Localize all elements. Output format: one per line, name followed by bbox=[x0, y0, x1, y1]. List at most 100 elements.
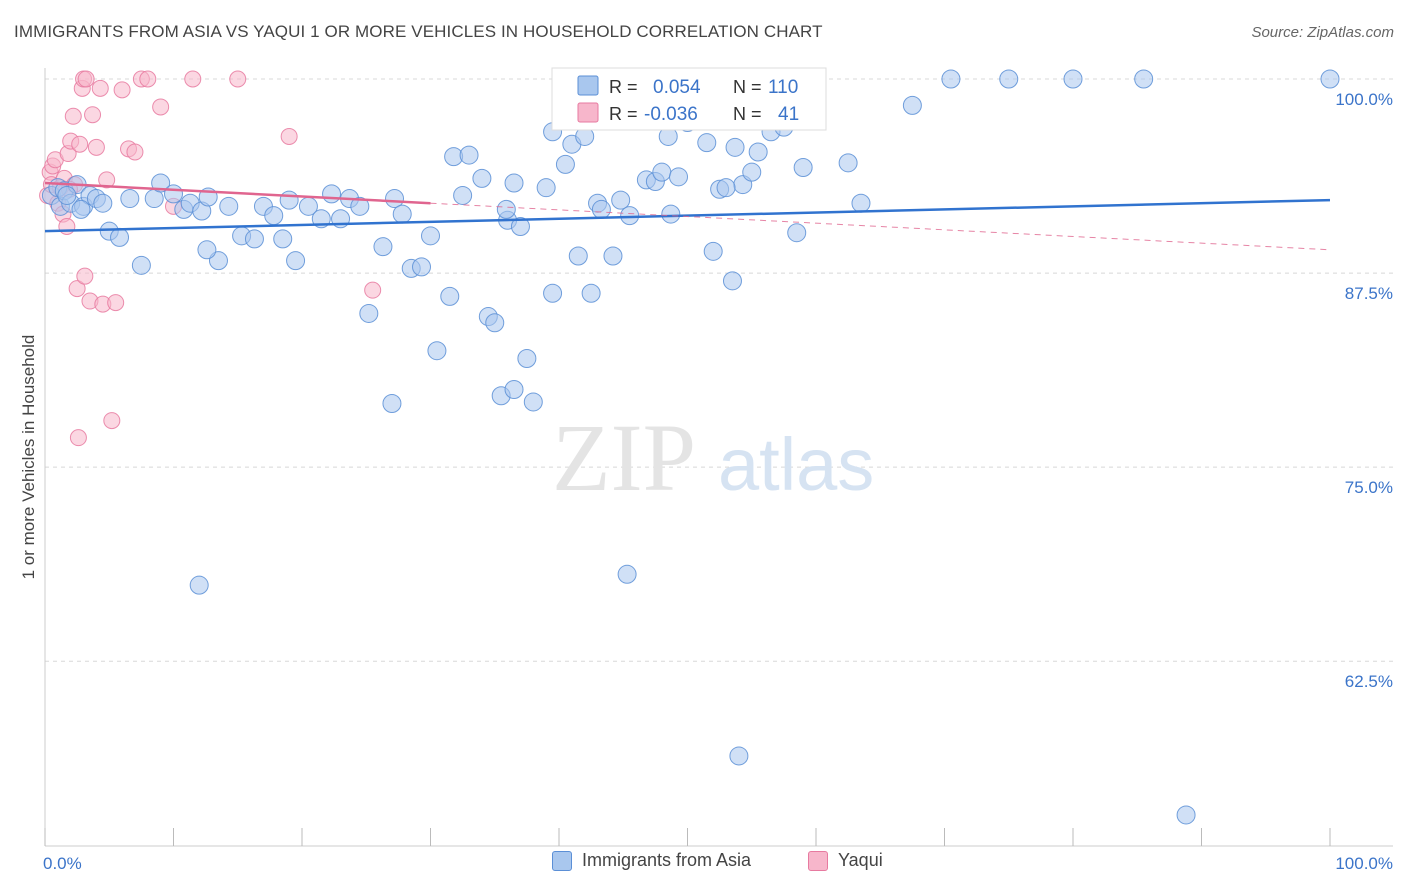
legend-n-value-pink: 41 bbox=[778, 104, 799, 125]
asia-point bbox=[322, 184, 342, 204]
asia-point bbox=[591, 199, 611, 219]
asia-point bbox=[793, 158, 813, 177]
asia-point bbox=[373, 237, 393, 257]
x-tick-label-max: 100.0% bbox=[1335, 854, 1393, 873]
yaqui-point bbox=[139, 70, 157, 88]
asia-point bbox=[412, 257, 432, 277]
axis-layer: 62.5% 75.0% 87.5% 100.0% 0.0% 100.0% bbox=[43, 68, 1393, 873]
yaqui-point bbox=[98, 171, 116, 189]
asia-point bbox=[581, 283, 601, 303]
yaqui-trend-extension bbox=[430, 202, 1331, 251]
asia-point bbox=[652, 162, 672, 182]
yaqui-point bbox=[91, 79, 109, 97]
bottom-legend-label-asia: Immigrants from Asia bbox=[582, 850, 752, 870]
asia-point bbox=[286, 251, 306, 271]
watermark-zip: ZIP bbox=[552, 404, 696, 511]
y-tick-label: 100.0% bbox=[1335, 90, 1393, 109]
asia-point bbox=[536, 178, 556, 198]
asia-point bbox=[421, 226, 440, 246]
asia-point bbox=[523, 392, 543, 412]
trend-layer bbox=[44, 181, 1331, 251]
yaqui-point bbox=[184, 70, 202, 88]
asia-point bbox=[617, 564, 637, 584]
asia-point bbox=[244, 229, 264, 249]
asia-point bbox=[1063, 69, 1083, 89]
asia-point bbox=[264, 206, 284, 226]
yaqui-point bbox=[126, 143, 144, 161]
asia-point bbox=[902, 95, 922, 115]
legend-box: R = 0.054 N = 110 R = -0.036 N = 41 bbox=[551, 67, 827, 131]
asia-point bbox=[661, 204, 681, 224]
yaqui-point bbox=[152, 98, 170, 116]
grid-layer bbox=[45, 78, 1393, 662]
asia-point bbox=[496, 199, 516, 219]
asia-point bbox=[787, 223, 807, 243]
bottom-legend-swatch-asia bbox=[552, 850, 572, 871]
asia-point bbox=[151, 173, 171, 193]
asia-point bbox=[459, 145, 479, 165]
asia-point bbox=[427, 341, 447, 361]
yaqui-point bbox=[107, 294, 125, 312]
legend-n-value-blue: 110 bbox=[768, 77, 798, 98]
bottom-legend-swatch-yaqui bbox=[808, 850, 828, 871]
asia-point bbox=[742, 162, 762, 182]
asia-point bbox=[485, 313, 505, 333]
asia-point bbox=[110, 227, 130, 247]
legend-r-value-pink: -0.036 bbox=[644, 104, 698, 125]
legend-n-label-pink: N = bbox=[733, 104, 762, 124]
legend-r-value-blue: 0.054 bbox=[653, 77, 701, 98]
asia-point bbox=[93, 193, 113, 213]
asia-point bbox=[385, 189, 405, 209]
y-tick-label: 87.5% bbox=[1345, 284, 1393, 303]
legend-swatch-pink bbox=[577, 102, 599, 123]
asia-point bbox=[851, 193, 871, 213]
bottom-legend-label-yaqui: Yaqui bbox=[838, 850, 883, 870]
asia-point bbox=[131, 255, 151, 275]
yaqui-point bbox=[364, 281, 382, 299]
legend-r-label-blue: R = bbox=[609, 77, 638, 97]
asia-point bbox=[1176, 805, 1196, 825]
y-axis-label: 1 or more Vehicles in Household bbox=[19, 335, 38, 580]
asia-point bbox=[941, 69, 961, 89]
asia-point bbox=[359, 303, 379, 323]
asia-point bbox=[725, 137, 745, 157]
bottom-legend: Immigrants from Asia Yaqui bbox=[0, 850, 1406, 880]
asia-point bbox=[722, 271, 742, 291]
asia-point bbox=[729, 746, 749, 766]
source-label: Source: ZipAtlas.com bbox=[1251, 24, 1394, 41]
yaqui-point bbox=[68, 280, 86, 298]
asia-point bbox=[453, 185, 473, 205]
asia-point bbox=[57, 185, 77, 205]
bottom-legend-item-yaqui: Yaqui bbox=[808, 850, 883, 871]
yaqui-point bbox=[113, 81, 131, 99]
asia-point bbox=[208, 251, 228, 271]
x-tick-label-min: 0.0% bbox=[43, 854, 82, 873]
asia-point bbox=[350, 196, 370, 216]
y-tick-label: 75.0% bbox=[1345, 478, 1393, 497]
asia-point bbox=[510, 217, 530, 236]
yaqui-point bbox=[280, 127, 298, 145]
chart-title: IMMIGRANTS FROM ASIA VS YAQUI 1 OR MORE … bbox=[14, 22, 823, 41]
asia-point bbox=[669, 167, 689, 187]
asia-point bbox=[120, 189, 140, 209]
asia-point bbox=[517, 348, 537, 368]
yaqui-trend-line bbox=[44, 181, 431, 205]
asia-point bbox=[189, 575, 209, 595]
watermark-atlas: atlas bbox=[718, 423, 874, 506]
asia-point bbox=[392, 204, 412, 224]
yaqui-point bbox=[64, 107, 82, 125]
asia-point bbox=[1320, 69, 1340, 89]
asia-point bbox=[1134, 69, 1154, 89]
asia-trend-line bbox=[44, 198, 1331, 233]
yaqui-point bbox=[71, 135, 89, 153]
yaqui-point bbox=[229, 70, 247, 88]
asia-point bbox=[748, 142, 768, 162]
asia-point bbox=[555, 154, 575, 174]
asia-point bbox=[543, 283, 563, 303]
asia-point bbox=[504, 173, 524, 193]
yaqui-point bbox=[69, 429, 87, 447]
asia-point bbox=[999, 69, 1019, 89]
asia-point bbox=[219, 196, 239, 216]
asia-point bbox=[603, 246, 623, 266]
